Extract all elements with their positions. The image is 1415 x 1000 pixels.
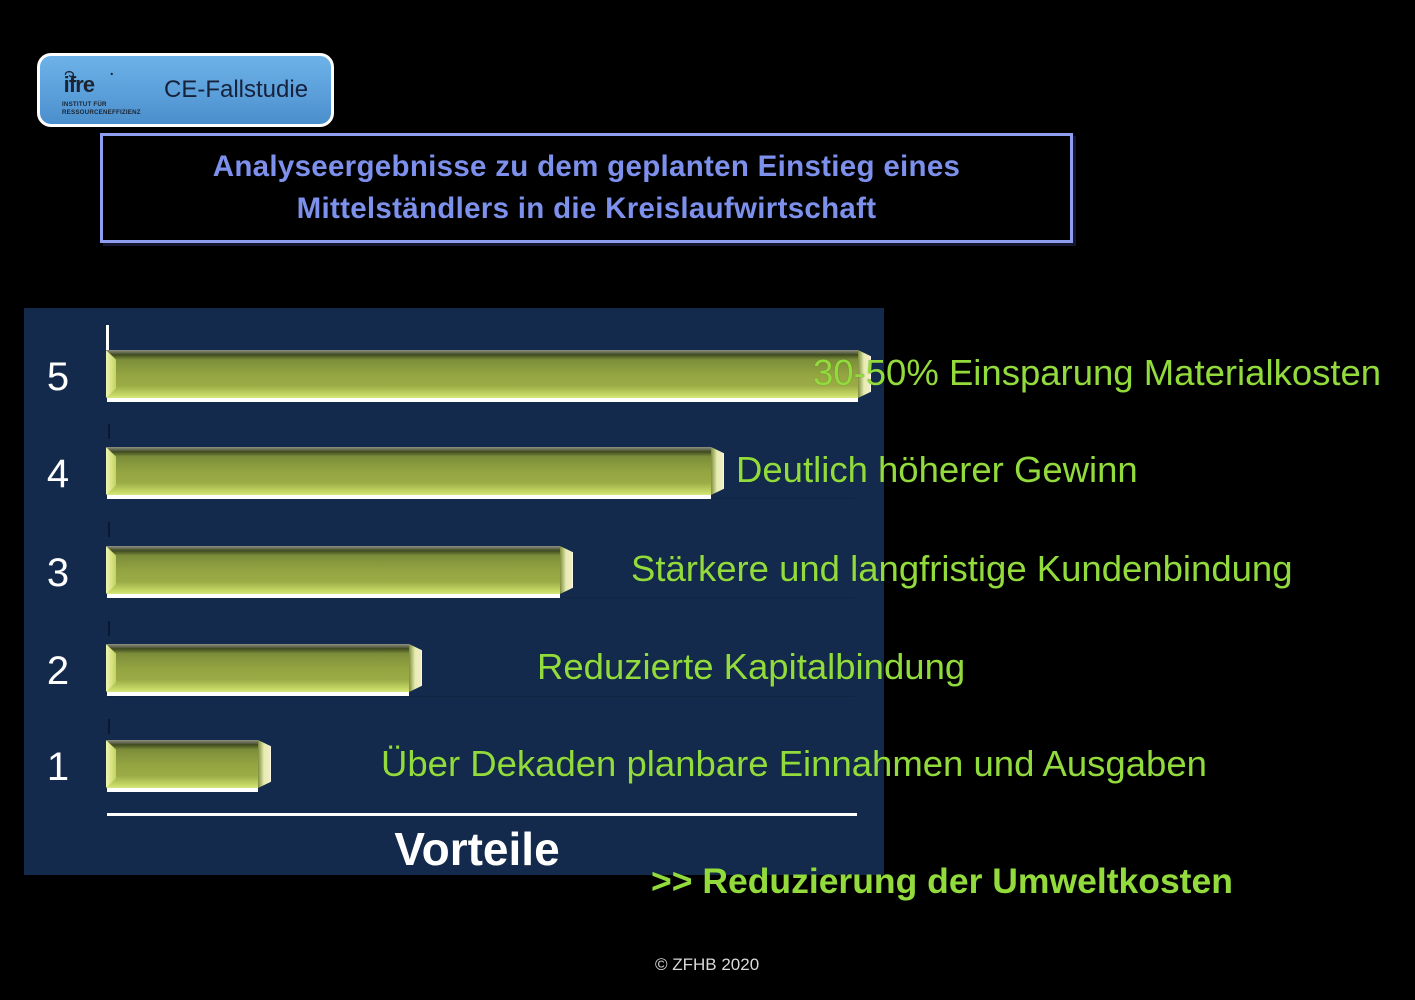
svg-text:ifre: ifre	[64, 72, 95, 97]
